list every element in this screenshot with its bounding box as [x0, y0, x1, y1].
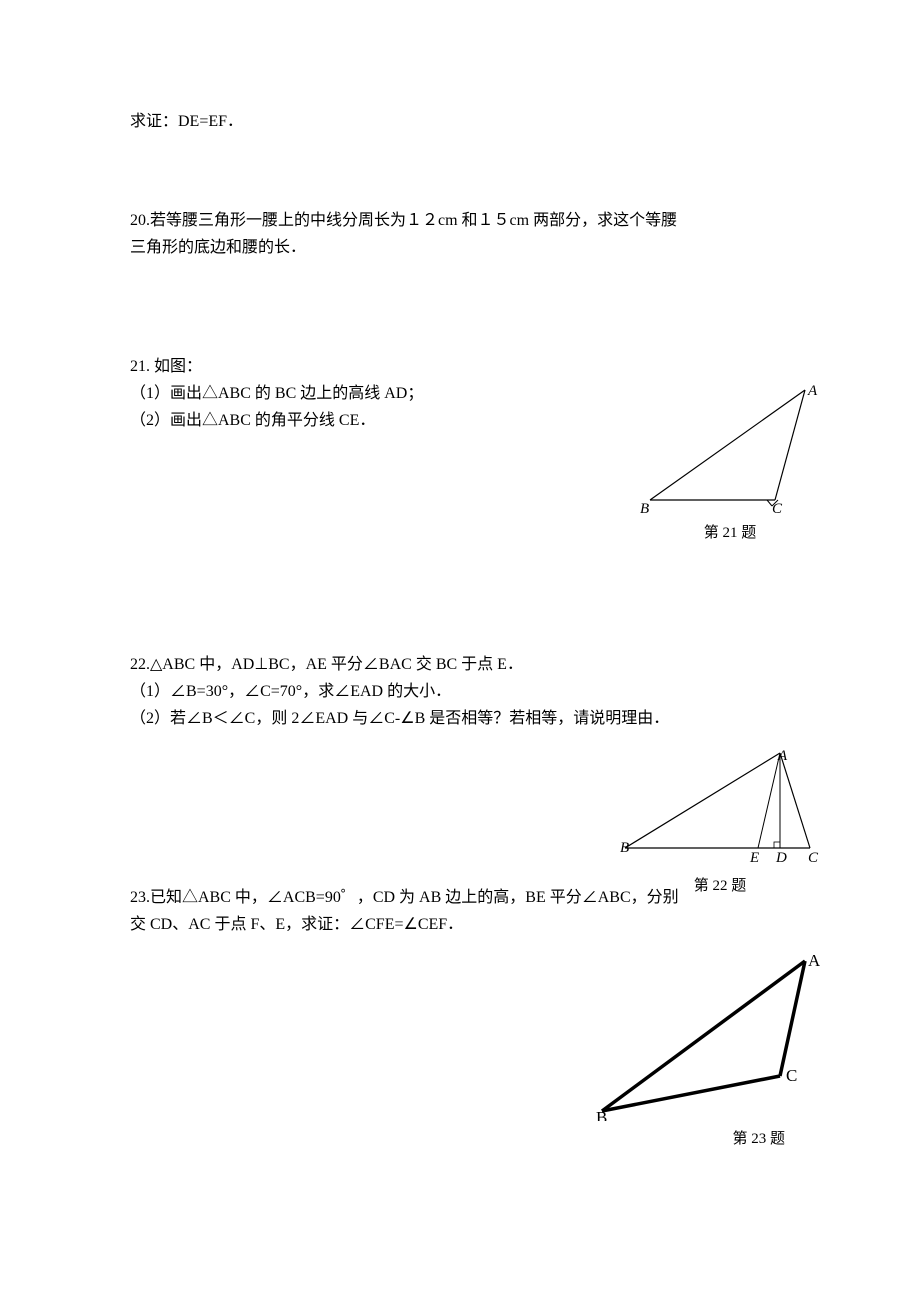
label-B: B [596, 1108, 607, 1121]
q21-line1: 21. 如图： [130, 355, 790, 379]
q20-line1: 20.若等腰三角形一腰上的中线分周长为１２cm 和１５cm 两部分，求这个等腰 [130, 209, 790, 233]
label-C: C [808, 850, 819, 866]
label-E: E [749, 850, 759, 866]
figure-23-caption: 第 23 题 [590, 1127, 820, 1148]
q22-line3: （2）若∠B＜∠C，则 2∠EAD 与∠C-∠B 是否相等？若相等，请说明理由． [130, 707, 790, 731]
q20-line2: 三角形的底边和腰的长． [130, 236, 790, 260]
label-A: A [808, 951, 820, 970]
label-A: A [777, 748, 788, 764]
label-A: A [807, 385, 818, 399]
figure-23: A B C 第 23 题 [590, 951, 820, 1148]
triangle-21-icon: A B C [640, 385, 820, 515]
q23-line2: 交 CD、AC 于点 F、E，求证：∠CFE=∠CEF． [130, 913, 790, 937]
q22-line1: 22.△ABC 中，AD⊥BC，AE 平分∠BAC 交 BC 于点 E． [130, 653, 790, 677]
q23-line1: 23.已知△ABC 中，∠ACB=90゜，CD 为 AB 边上的高，BE 平分∠… [130, 886, 790, 910]
figure-21-caption: 第 21 题 [640, 521, 820, 542]
triangle-23-icon: A B C [590, 951, 820, 1121]
label-B: B [620, 840, 629, 856]
label-B: B [640, 501, 649, 515]
triangle-22-icon: A B C D E [620, 748, 820, 868]
figure-21: A B C 第 21 题 [640, 385, 820, 542]
q19-line1: 求证：DE=EF． [130, 110, 790, 134]
figure-22: A B C D E 第 22 题 [620, 748, 820, 895]
q22-line2: （1）∠B=30°，∠C=70°，求∠EAD 的大小． [130, 680, 790, 704]
label-C: C [786, 1066, 797, 1085]
label-C: C [772, 501, 783, 515]
label-D: D [775, 850, 787, 866]
